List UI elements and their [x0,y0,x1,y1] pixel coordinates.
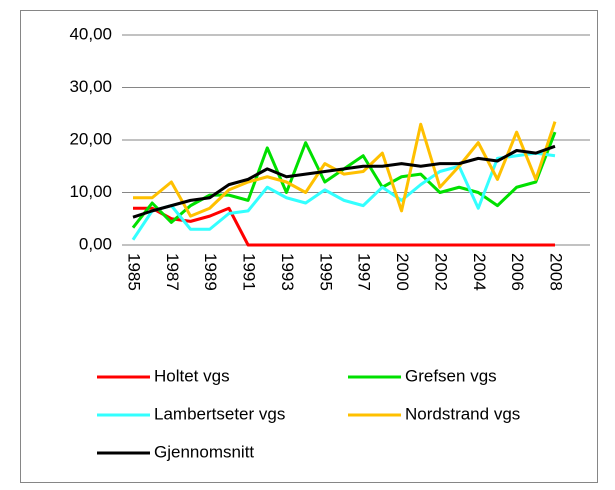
series-line [133,121,557,218]
legend-label: Lambertseter vgs [154,404,285,423]
x-tick-label: 1991 [240,253,259,291]
y-tick-label: 30,00 [69,77,112,96]
series-line [132,144,556,219]
x-tick-label: 2002 [431,253,450,291]
legend-label: Grefsen vgs [405,366,497,385]
x-tick-label: 1993 [278,253,297,291]
x-tick-label: 2004 [470,253,489,291]
x-tick-label: 1997 [355,253,374,291]
legend-label: Holtet vgs [154,366,230,385]
y-tick-label: 20,00 [69,129,112,148]
legend-label: Nordstrand vgs [405,404,520,423]
y-tick-label: 40,00 [69,24,112,43]
x-tick-label: 1995 [316,253,335,291]
y-tick-label: 0,00 [79,234,112,253]
x-tick-label: 1989 [201,253,220,291]
series-line [131,151,556,241]
x-tick-label: 2000 [393,253,412,291]
x-tick-label: 2006 [508,253,527,291]
series-line [133,206,555,247]
x-tick-label: 1985 [125,253,144,291]
x-tick-label: 1987 [163,253,182,291]
legend-label: Gjennomsnitt [154,442,254,461]
y-tick-label: 10,00 [69,182,112,201]
x-tick-label: 2008 [547,253,566,291]
